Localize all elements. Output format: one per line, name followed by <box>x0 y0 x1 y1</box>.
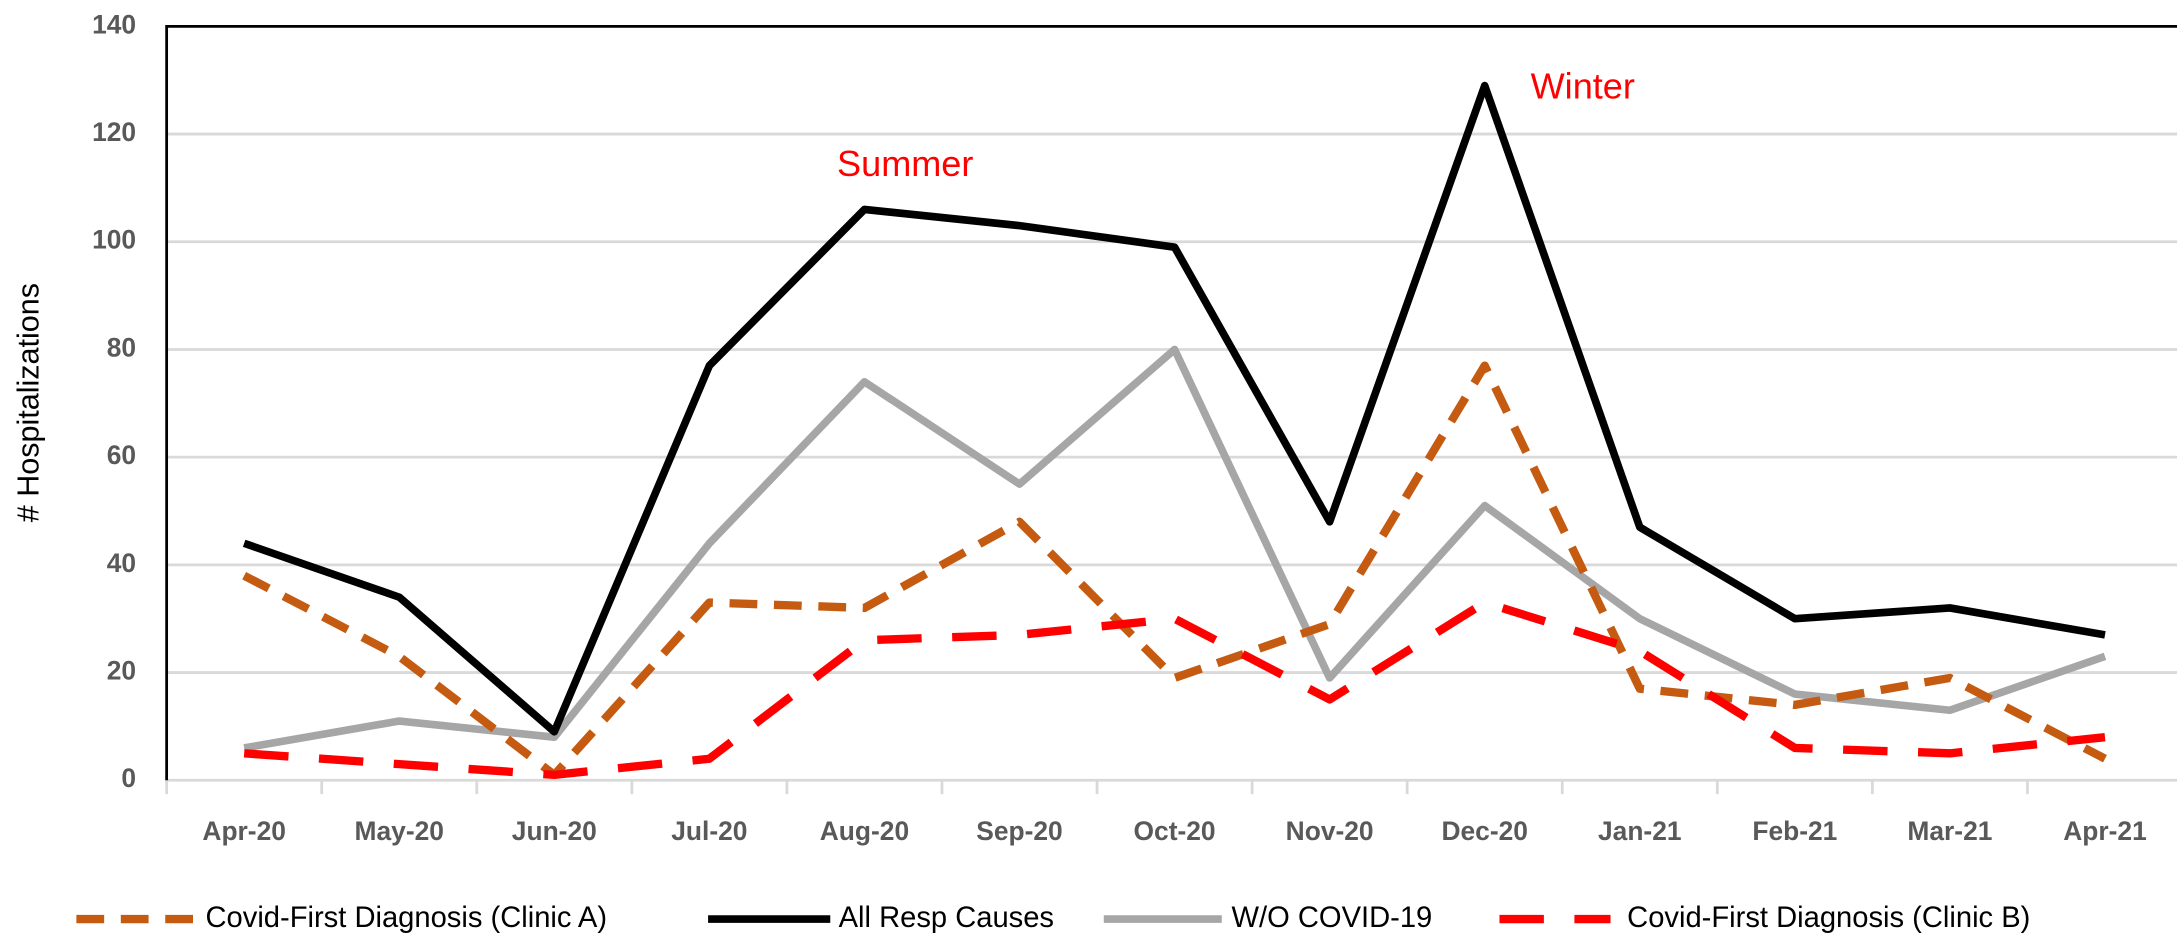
series-line <box>243 345 2107 752</box>
annotation: Summer <box>837 143 973 184</box>
series-line <box>242 361 2107 780</box>
legend-label: Covid-First Diagnosis (Clinic B) <box>1627 902 2030 934</box>
x-tick-label: Oct-20 <box>1134 816 1216 846</box>
x-tick-label: Nov-20 <box>1286 816 1374 846</box>
legend-label: W/O COVID-19 <box>1232 902 1433 934</box>
y-tick-label: 80 <box>107 332 136 362</box>
legend-label: All Resp Causes <box>839 902 1054 934</box>
y-tick-label: 100 <box>92 225 136 255</box>
y-tick-label: 60 <box>107 440 136 470</box>
y-tick-label: 120 <box>92 117 136 147</box>
y-tick-label: 140 <box>92 9 136 39</box>
series-line <box>242 81 2106 736</box>
x-tick-label: Jan-21 <box>1598 816 1682 846</box>
x-tick-label: Aug-20 <box>820 816 909 846</box>
x-tick-label: Mar-21 <box>1907 816 1992 846</box>
series-line <box>243 598 2106 780</box>
x-tick-label: Apr-21 <box>2063 816 2147 846</box>
x-tick-label: Sep-20 <box>976 816 1062 846</box>
y-axis-label: # Hospitalizations <box>12 283 46 522</box>
x-tick-label: Feb-21 <box>1752 816 1837 846</box>
y-tick-label: 40 <box>107 548 136 578</box>
legend-label: Covid-First Diagnosis (Clinic A) <box>206 902 608 934</box>
plot-frame <box>165 24 2177 781</box>
x-tick-label: May-20 <box>355 816 444 846</box>
y-tick-label: 20 <box>107 656 136 686</box>
y-tick-label: 0 <box>121 763 136 793</box>
x-tick-label: Dec-20 <box>1441 816 1527 846</box>
x-tick-label: Jul-20 <box>671 816 747 846</box>
x-tick-label: Apr-20 <box>202 816 286 846</box>
x-tick-label: Jun-20 <box>512 816 597 846</box>
annotation: Winter <box>1531 65 1635 106</box>
